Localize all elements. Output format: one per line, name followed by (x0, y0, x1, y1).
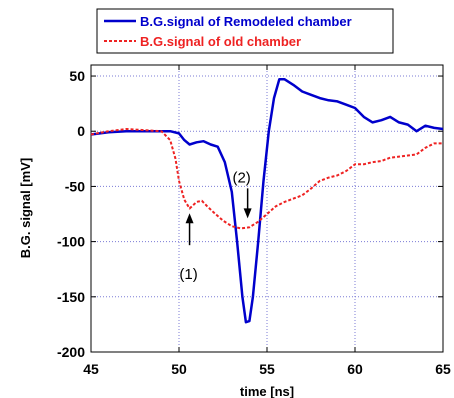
x-axis-label: time [ns] (240, 384, 294, 398)
x-tick-label: 60 (347, 361, 363, 377)
y-tick-label: 0 (77, 123, 85, 139)
series-line-remodeled (90, 78, 444, 324)
annotation-1-label: (1) (179, 266, 197, 283)
y-tick-label: -150 (57, 289, 85, 305)
annotation-2-arrowhead (243, 208, 252, 219)
legend: B.G.signal of Remodeled chamber B.G.sign… (96, 8, 394, 54)
legend-box (96, 8, 394, 54)
annotation-1-arrowhead (185, 213, 194, 224)
y-axis-label: B.G. signal [mV] (18, 158, 33, 258)
y-tick-label: 50 (69, 68, 85, 84)
x-tick-label: 45 (83, 361, 99, 377)
legend-label-remodeled: B.G.signal of Remodeled chamber (140, 14, 352, 29)
x-tick-label: 55 (259, 361, 275, 377)
series-lines (90, 78, 444, 324)
y-tick-label: -200 (57, 344, 85, 360)
annotation-2-label: (2) (232, 169, 250, 186)
x-tick-label: 65 (435, 361, 451, 377)
annotations: (1) (2) (179, 169, 252, 283)
x-tick-label: 50 (171, 361, 187, 377)
y-tick-label: -100 (57, 234, 85, 250)
axis-ticks: 45 50 55 60 65 50 0 -50 -100 -150 -200 (57, 65, 451, 377)
y-tick-label: -50 (65, 178, 85, 194)
series-line-old (90, 128, 443, 230)
legend-label-old: B.G.signal of old chamber (140, 34, 301, 49)
plot-frame (90, 64, 444, 353)
